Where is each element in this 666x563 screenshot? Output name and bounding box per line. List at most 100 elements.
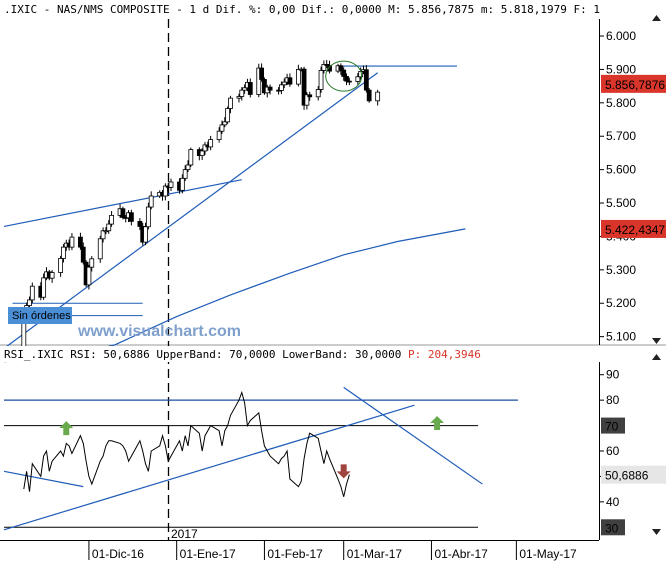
rsi-tag-lower: 30 — [605, 521, 619, 535]
x-axis-ticks: 01-Dic-16 01-Ene-17 01-Feb-17 01-Mar-17 01-A… — [88, 540, 577, 561]
candle-body — [27, 299, 32, 306]
rsi-y-ticks: 9080605040 — [599, 368, 620, 509]
candle-body — [120, 208, 126, 218]
price-tick-label: 5.300 — [606, 263, 636, 277]
candle-body — [225, 108, 231, 123]
price-tag-ma-bg — [601, 219, 666, 238]
rsi-header-main: RSI_.IXIC RSI: 50,6886 UpperBand: 70,000… — [4, 348, 408, 361]
candle-body — [228, 97, 233, 109]
candle-body — [247, 82, 253, 95]
candle-body — [168, 181, 174, 188]
candle-body — [137, 221, 143, 227]
price-header-bg — [0, 0, 600, 19]
rsi-scroll-down-icon[interactable] — [652, 529, 661, 535]
rsi-tag-last: 50,6886 — [605, 469, 649, 483]
candle-body — [344, 76, 349, 82]
price-tick-label: 5.200 — [606, 296, 636, 310]
candle-body — [179, 177, 185, 191]
highlight-ellipse[interactable] — [325, 60, 363, 92]
candle-body — [29, 285, 35, 301]
candle-body — [208, 139, 214, 148]
candle-body — [281, 81, 287, 86]
price-y-ticks: 6.0005.9005.8005.7005.6005.5005.4005.300… — [599, 29, 636, 344]
candle-body — [318, 70, 324, 90]
price-tick-label: 5.500 — [606, 196, 636, 210]
candle-body — [128, 212, 134, 222]
candle-body — [219, 124, 225, 132]
price-tag-last-bg — [601, 74, 666, 93]
candle-body — [162, 185, 168, 197]
rsi-trendline[interactable] — [343, 386, 483, 485]
price-tick-label: 5.700 — [606, 129, 636, 143]
candle-body — [366, 89, 372, 102]
x-tick-label: 01-Ene-17 — [180, 547, 236, 561]
candle-body — [341, 69, 347, 77]
candle-body — [301, 68, 307, 106]
candle-body — [106, 223, 112, 232]
candle-body — [304, 94, 310, 106]
rsi-tag-upper-bg — [601, 417, 625, 434]
candle-body — [86, 266, 92, 286]
arrow-up-icon — [430, 416, 445, 431]
candle-body — [49, 272, 55, 279]
rsi-header: RSI_.IXIC RSI: 50,6886 UpperBand: 70,000… — [4, 348, 481, 361]
price-tick-label: 5.800 — [606, 96, 636, 110]
candle-body — [287, 77, 293, 85]
candle-body — [61, 246, 66, 259]
x-tick-label: 01-Feb-17 — [267, 547, 323, 561]
rsi-tick-label: 60 — [606, 444, 620, 458]
arrow-down-icon — [336, 464, 351, 479]
price-tag-ma: 5.422,4347 — [605, 223, 665, 237]
price-tag-last: 5.856,7876 — [605, 78, 665, 92]
rsi-header-bg — [0, 346, 600, 362]
x-tick-label: 01-Dic-16 — [92, 547, 144, 561]
price-tick-label: 6.000 — [606, 29, 636, 43]
candle-body — [109, 214, 114, 225]
candle-body — [346, 80, 352, 83]
candle-body — [236, 96, 242, 99]
candle-body — [103, 230, 109, 233]
candle-body — [97, 238, 103, 260]
candle-body — [324, 64, 330, 66]
candle-body — [267, 86, 273, 91]
rsi-trendline[interactable] — [3, 470, 84, 488]
rsi-series: 50,6886 70 30 — [3, 386, 666, 536]
candle-body — [355, 76, 361, 82]
order-box[interactable] — [8, 307, 72, 324]
candle-body — [199, 150, 205, 157]
rsi-header-extra: P: 204,3946 — [408, 348, 481, 361]
candle-body — [69, 236, 75, 248]
watermark: www.visualchart.com — [77, 323, 241, 340]
rsi-tag-upper: 70 — [605, 420, 619, 434]
rsi-line — [23, 390, 350, 497]
candle-body — [188, 149, 194, 166]
rsi-tag-lower-bg — [601, 519, 625, 536]
candle-body — [148, 195, 154, 208]
price-panel — [0, 0, 666, 345]
scroll-down-icon[interactable] — [652, 338, 661, 344]
price-trendline[interactable] — [3, 72, 379, 349]
candle-body — [262, 79, 267, 94]
candle-body — [295, 69, 301, 85]
rsi-tick-label: 90 — [606, 368, 620, 382]
price-series: 5.856,7876 5.422,4347 — [3, 60, 666, 363]
rsi-tick-label: 80 — [606, 393, 620, 407]
candle-body — [182, 169, 188, 179]
price-trendline[interactable] — [3, 179, 242, 228]
rsi-trendline[interactable] — [3, 404, 415, 531]
order-box-label: Sin órdenes — [12, 310, 71, 322]
candle-body — [363, 69, 369, 91]
candle-body — [279, 84, 284, 91]
scroll-up-icon[interactable] — [652, 15, 661, 21]
year-marker-label: 2017 — [171, 527, 198, 541]
candle-body — [100, 230, 106, 240]
price-tick-label: 5.100 — [606, 330, 636, 344]
candle-body — [202, 144, 208, 152]
price-tick-label: 5.600 — [606, 163, 636, 177]
price-header: .IXIC - NAS/NMS COMPOSITE - 1 d Dif. %: … — [4, 3, 600, 16]
candle-body — [315, 89, 321, 98]
candle-body — [375, 91, 381, 102]
rsi-scroll-up-icon[interactable] — [652, 354, 661, 360]
x-tick-label: 01-Abr-17 — [434, 547, 488, 561]
